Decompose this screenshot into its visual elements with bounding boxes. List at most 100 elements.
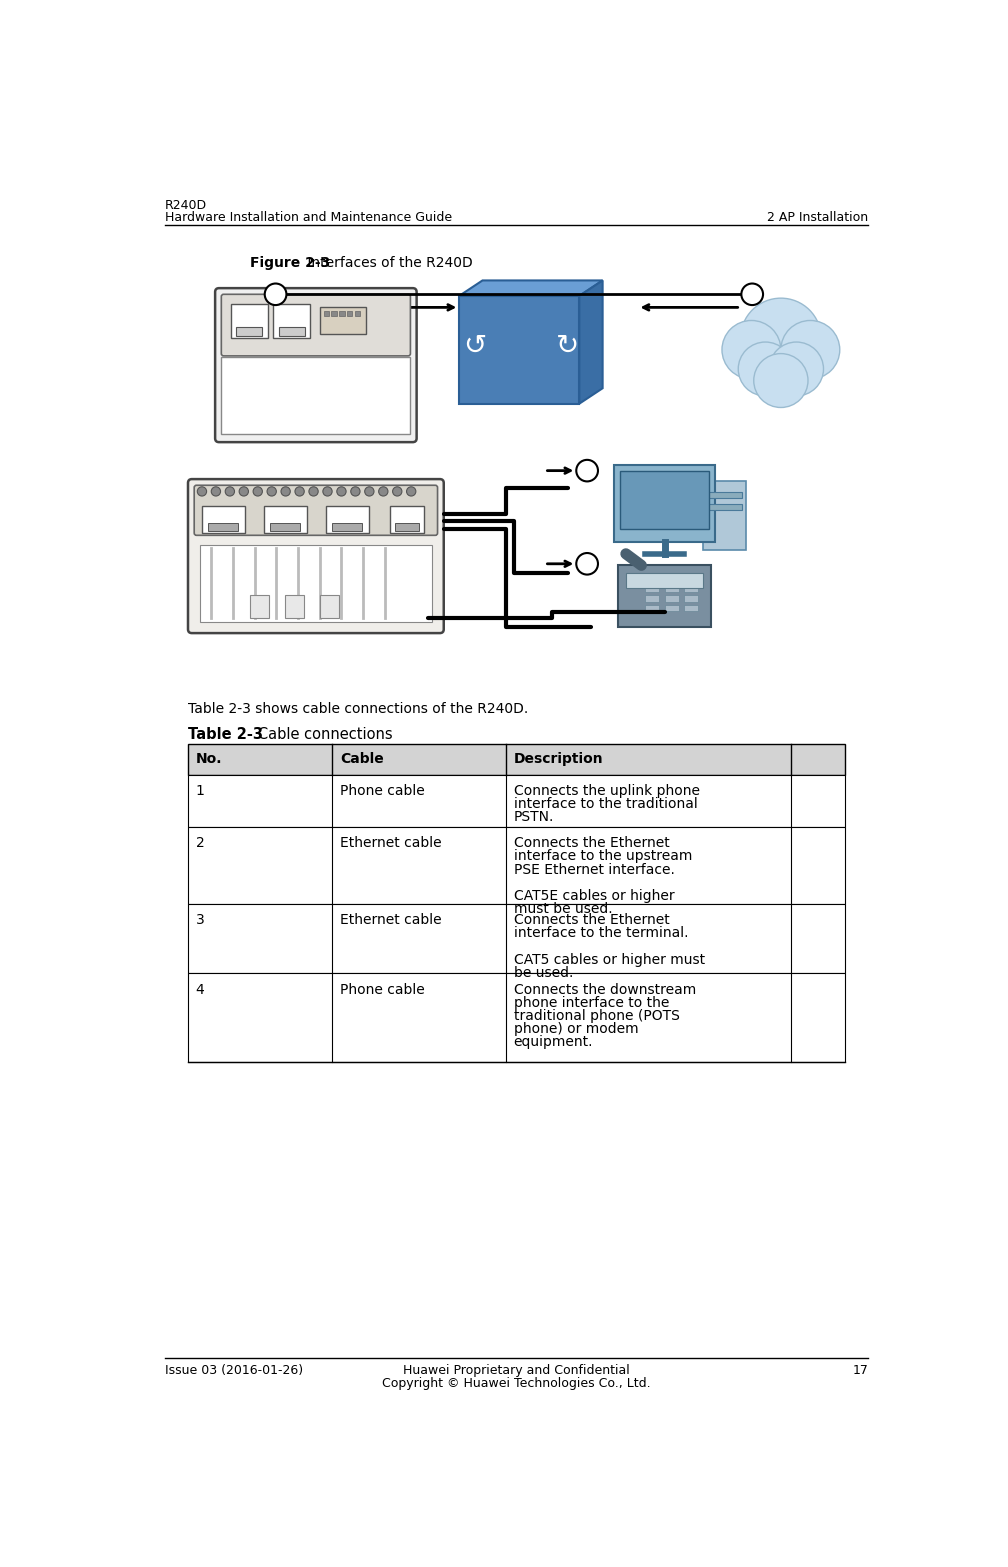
Text: 2 AP Installation: 2 AP Installation [767, 212, 869, 224]
Text: 2: 2 [196, 837, 205, 851]
Text: Table 2-3: Table 2-3 [188, 727, 263, 743]
Circle shape [323, 487, 333, 497]
Text: interface to the terminal.: interface to the terminal. [513, 926, 688, 940]
Circle shape [308, 487, 319, 497]
Circle shape [265, 284, 286, 306]
Circle shape [769, 342, 824, 396]
Text: 17: 17 [853, 1363, 869, 1377]
FancyBboxPatch shape [320, 594, 339, 617]
FancyBboxPatch shape [684, 577, 698, 583]
FancyBboxPatch shape [389, 506, 424, 533]
Text: Huawei Proprietary and Confidential: Huawei Proprietary and Confidential [403, 1363, 630, 1377]
FancyBboxPatch shape [332, 312, 337, 317]
Circle shape [741, 298, 822, 378]
Text: Connects the downstream: Connects the downstream [513, 983, 696, 997]
Circle shape [225, 487, 235, 497]
FancyBboxPatch shape [222, 357, 410, 434]
FancyBboxPatch shape [626, 574, 704, 589]
Text: Cable connections: Cable connections [244, 727, 392, 743]
Text: Table 2-3 shows cable connections of the R240D.: Table 2-3 shows cable connections of the… [188, 702, 528, 716]
FancyBboxPatch shape [222, 295, 410, 356]
FancyBboxPatch shape [333, 523, 362, 531]
Text: Cable: Cable [340, 752, 384, 766]
FancyBboxPatch shape [664, 577, 678, 583]
Polygon shape [460, 280, 603, 296]
Text: Interfaces of the R240D: Interfaces of the R240D [302, 255, 473, 270]
FancyBboxPatch shape [684, 605, 698, 611]
FancyBboxPatch shape [188, 480, 444, 633]
Text: 1: 1 [271, 287, 280, 301]
Text: Copyright © Huawei Technologies Co., Ltd.: Copyright © Huawei Technologies Co., Ltd… [382, 1377, 651, 1390]
FancyBboxPatch shape [188, 827, 845, 904]
Text: Connects the Ethernet: Connects the Ethernet [513, 837, 669, 851]
Text: interface to the traditional: interface to the traditional [513, 798, 698, 812]
Text: network: network [756, 367, 806, 381]
Text: Upper layer: Upper layer [744, 354, 817, 368]
FancyBboxPatch shape [645, 577, 659, 583]
FancyBboxPatch shape [664, 595, 678, 602]
Text: interface to the upstream: interface to the upstream [513, 849, 691, 863]
Text: Connects the uplink phone: Connects the uplink phone [513, 784, 700, 798]
Text: Phone cable: Phone cable [340, 784, 424, 798]
Circle shape [337, 487, 346, 497]
FancyBboxPatch shape [195, 486, 437, 536]
FancyBboxPatch shape [200, 545, 432, 622]
Text: Ethernet cable: Ethernet cable [340, 914, 442, 928]
FancyBboxPatch shape [202, 506, 245, 533]
Text: EXE: EXE [483, 334, 554, 367]
FancyBboxPatch shape [645, 586, 659, 592]
Circle shape [754, 354, 808, 407]
FancyBboxPatch shape [460, 296, 580, 404]
Text: PSTN.: PSTN. [513, 810, 553, 824]
Text: be used.: be used. [513, 965, 573, 979]
Circle shape [281, 487, 290, 497]
Text: CAT5 cables or higher must: CAT5 cables or higher must [513, 953, 705, 967]
FancyBboxPatch shape [273, 304, 310, 338]
FancyBboxPatch shape [264, 506, 306, 533]
FancyBboxPatch shape [684, 586, 698, 592]
FancyBboxPatch shape [188, 774, 845, 827]
FancyBboxPatch shape [326, 506, 369, 533]
FancyBboxPatch shape [324, 312, 329, 317]
Text: Phone cable: Phone cable [340, 983, 424, 997]
FancyBboxPatch shape [320, 307, 366, 334]
FancyBboxPatch shape [215, 288, 416, 442]
Text: ↻: ↻ [556, 332, 580, 360]
Text: 4: 4 [583, 556, 592, 570]
Text: traditional phone (POTS: traditional phone (POTS [513, 1009, 679, 1023]
FancyBboxPatch shape [664, 605, 678, 611]
FancyBboxPatch shape [704, 481, 746, 550]
FancyBboxPatch shape [355, 312, 360, 317]
Circle shape [239, 487, 248, 497]
Circle shape [722, 321, 781, 379]
FancyBboxPatch shape [208, 523, 238, 531]
Text: 1: 1 [196, 784, 205, 798]
Text: ↺: ↺ [463, 332, 487, 360]
FancyBboxPatch shape [708, 492, 742, 498]
Circle shape [577, 553, 598, 575]
Text: Description: Description [513, 752, 603, 766]
Text: must be used.: must be used. [513, 903, 612, 915]
FancyBboxPatch shape [347, 312, 353, 317]
FancyBboxPatch shape [250, 594, 269, 617]
Text: Hardware Installation and Maintenance Guide: Hardware Installation and Maintenance Gu… [164, 212, 452, 224]
Circle shape [379, 487, 388, 497]
FancyBboxPatch shape [188, 744, 845, 774]
FancyBboxPatch shape [395, 523, 419, 531]
FancyBboxPatch shape [278, 326, 305, 335]
FancyBboxPatch shape [621, 472, 709, 530]
Circle shape [738, 342, 792, 396]
Circle shape [198, 487, 207, 497]
FancyBboxPatch shape [645, 605, 659, 611]
Text: No.: No. [196, 752, 222, 766]
Text: equipment.: equipment. [513, 1036, 593, 1048]
FancyBboxPatch shape [339, 312, 345, 317]
Text: 3: 3 [196, 914, 205, 928]
FancyBboxPatch shape [285, 594, 304, 617]
Circle shape [351, 487, 360, 497]
FancyBboxPatch shape [236, 326, 262, 335]
FancyBboxPatch shape [614, 465, 715, 542]
FancyBboxPatch shape [618, 566, 711, 627]
Circle shape [392, 487, 402, 497]
Circle shape [212, 487, 221, 497]
